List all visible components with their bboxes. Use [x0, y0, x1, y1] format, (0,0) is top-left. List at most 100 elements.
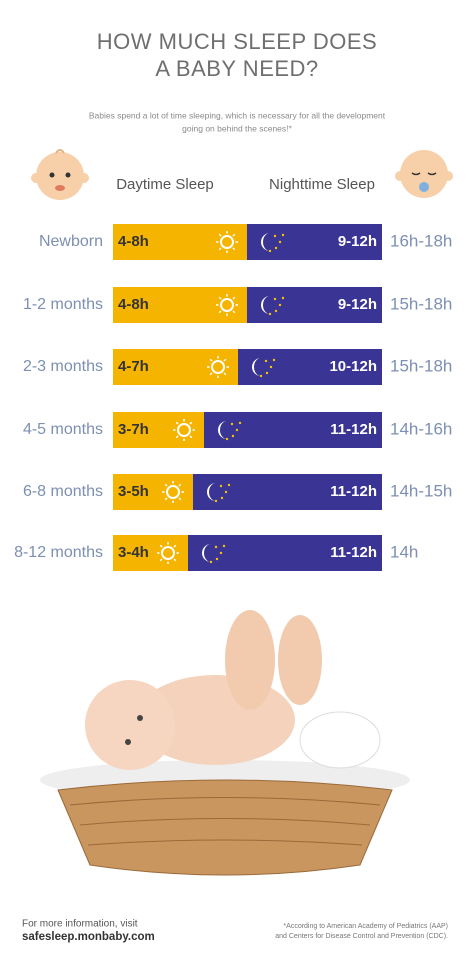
sun-icon: [173, 419, 195, 441]
age-label: 4-5 months: [23, 421, 103, 438]
star: [264, 359, 268, 363]
star: [272, 358, 276, 362]
day-bar: [113, 412, 204, 448]
star: [230, 422, 234, 426]
night-label: 11-12h: [330, 544, 377, 561]
sun-icon: [157, 542, 179, 564]
sun: [220, 235, 234, 249]
star: [215, 557, 219, 561]
sun: [177, 423, 191, 437]
baby-face-sleeping: [395, 150, 453, 198]
sun-ray: [232, 247, 236, 251]
day-label: 4-8h: [118, 233, 149, 250]
total-label: 15h-18h: [390, 294, 452, 313]
sun-ray: [218, 233, 222, 237]
age-label: 2-3 months: [23, 358, 103, 375]
baby-face-awake: [31, 149, 89, 200]
moon: [261, 296, 270, 314]
baby-basket: [40, 610, 410, 876]
sun-ray: [218, 247, 222, 251]
night-bar: [193, 474, 382, 510]
sun-ray: [189, 435, 193, 439]
night-label: 11-12h: [330, 421, 377, 438]
star: [238, 421, 242, 425]
column-header: Daytime Sleep: [116, 176, 214, 193]
moon: [207, 483, 216, 501]
star: [209, 560, 213, 564]
sun-ray: [232, 310, 236, 314]
star: [274, 309, 278, 313]
night-label: 9-12h: [338, 233, 377, 250]
sun-ray: [209, 358, 213, 362]
rows: Newborn 4-8h 9-12h 16h-18h 1-2 months 4-8h 9-1…: [14, 224, 452, 571]
total-label: 16h-18h: [390, 231, 452, 250]
sun-ray: [178, 483, 182, 487]
star: [274, 246, 278, 250]
sun: [220, 298, 234, 312]
star: [222, 544, 226, 548]
star: [273, 297, 277, 301]
day-label: 3-4h: [118, 544, 149, 561]
footer-note: and Centers for Disease Control and Prev…: [275, 933, 448, 940]
moon-icon: [261, 296, 285, 316]
subtitle: Babies spend a lot of time sleeping, whi…: [89, 110, 386, 120]
day-bar: [113, 535, 188, 571]
star: [227, 483, 231, 487]
day-bar: [113, 224, 247, 260]
sun-icon: [216, 294, 238, 316]
subtitle: going on behind the scenes!*: [182, 123, 292, 133]
sun-ray: [175, 435, 179, 439]
sun: [161, 546, 175, 560]
sun-icon: [162, 481, 184, 503]
night-label: 9-12h: [338, 296, 377, 313]
star: [214, 545, 218, 549]
total-label: 15h-18h: [390, 356, 452, 375]
night-bar: [247, 287, 382, 323]
star: [225, 437, 229, 441]
sun-ray: [232, 233, 236, 237]
footer-info: For more information, visit: [22, 919, 138, 930]
sun-ray: [164, 497, 168, 501]
sun-ray: [189, 421, 193, 425]
sun-ray: [218, 310, 222, 314]
star: [219, 551, 223, 555]
night-label: 10-12h: [329, 358, 377, 375]
sun-ray: [159, 558, 163, 562]
star: [281, 296, 285, 300]
star: [269, 365, 273, 369]
day-label: 3-5h: [118, 483, 149, 500]
footer-note: *According to American Academy of Pediat…: [283, 923, 448, 930]
sun-ray: [173, 544, 177, 548]
total-label: 14h-16h: [390, 419, 452, 438]
star: [235, 428, 239, 432]
night-label: 11-12h: [330, 483, 377, 500]
night-bar: [238, 349, 382, 385]
star: [265, 371, 269, 375]
age-label: 1-2 months: [23, 296, 103, 313]
star: [224, 490, 228, 494]
star: [268, 249, 272, 253]
moon: [202, 544, 211, 562]
age-label: 6-8 months: [23, 483, 103, 500]
age-label: Newborn: [39, 233, 103, 250]
column-header: Nighttime Sleep: [269, 176, 375, 193]
star: [231, 434, 235, 438]
sun-ray: [178, 497, 182, 501]
moon-icon: [261, 233, 285, 253]
sun-ray: [223, 358, 227, 362]
sun-ray: [173, 558, 177, 562]
sun-ray: [232, 296, 236, 300]
star: [214, 499, 218, 503]
title: A BABY NEED?: [155, 56, 318, 81]
star: [281, 233, 285, 237]
sun-icon: [216, 231, 238, 253]
moon-icon: [252, 358, 276, 378]
moon-icon: [202, 544, 226, 564]
day-bar: [113, 349, 238, 385]
title: HOW MUCH SLEEP DOES: [97, 29, 377, 54]
star: [219, 484, 223, 488]
sun-ray: [175, 421, 179, 425]
moon: [261, 233, 270, 251]
age-label: 8-12 months: [14, 544, 103, 561]
